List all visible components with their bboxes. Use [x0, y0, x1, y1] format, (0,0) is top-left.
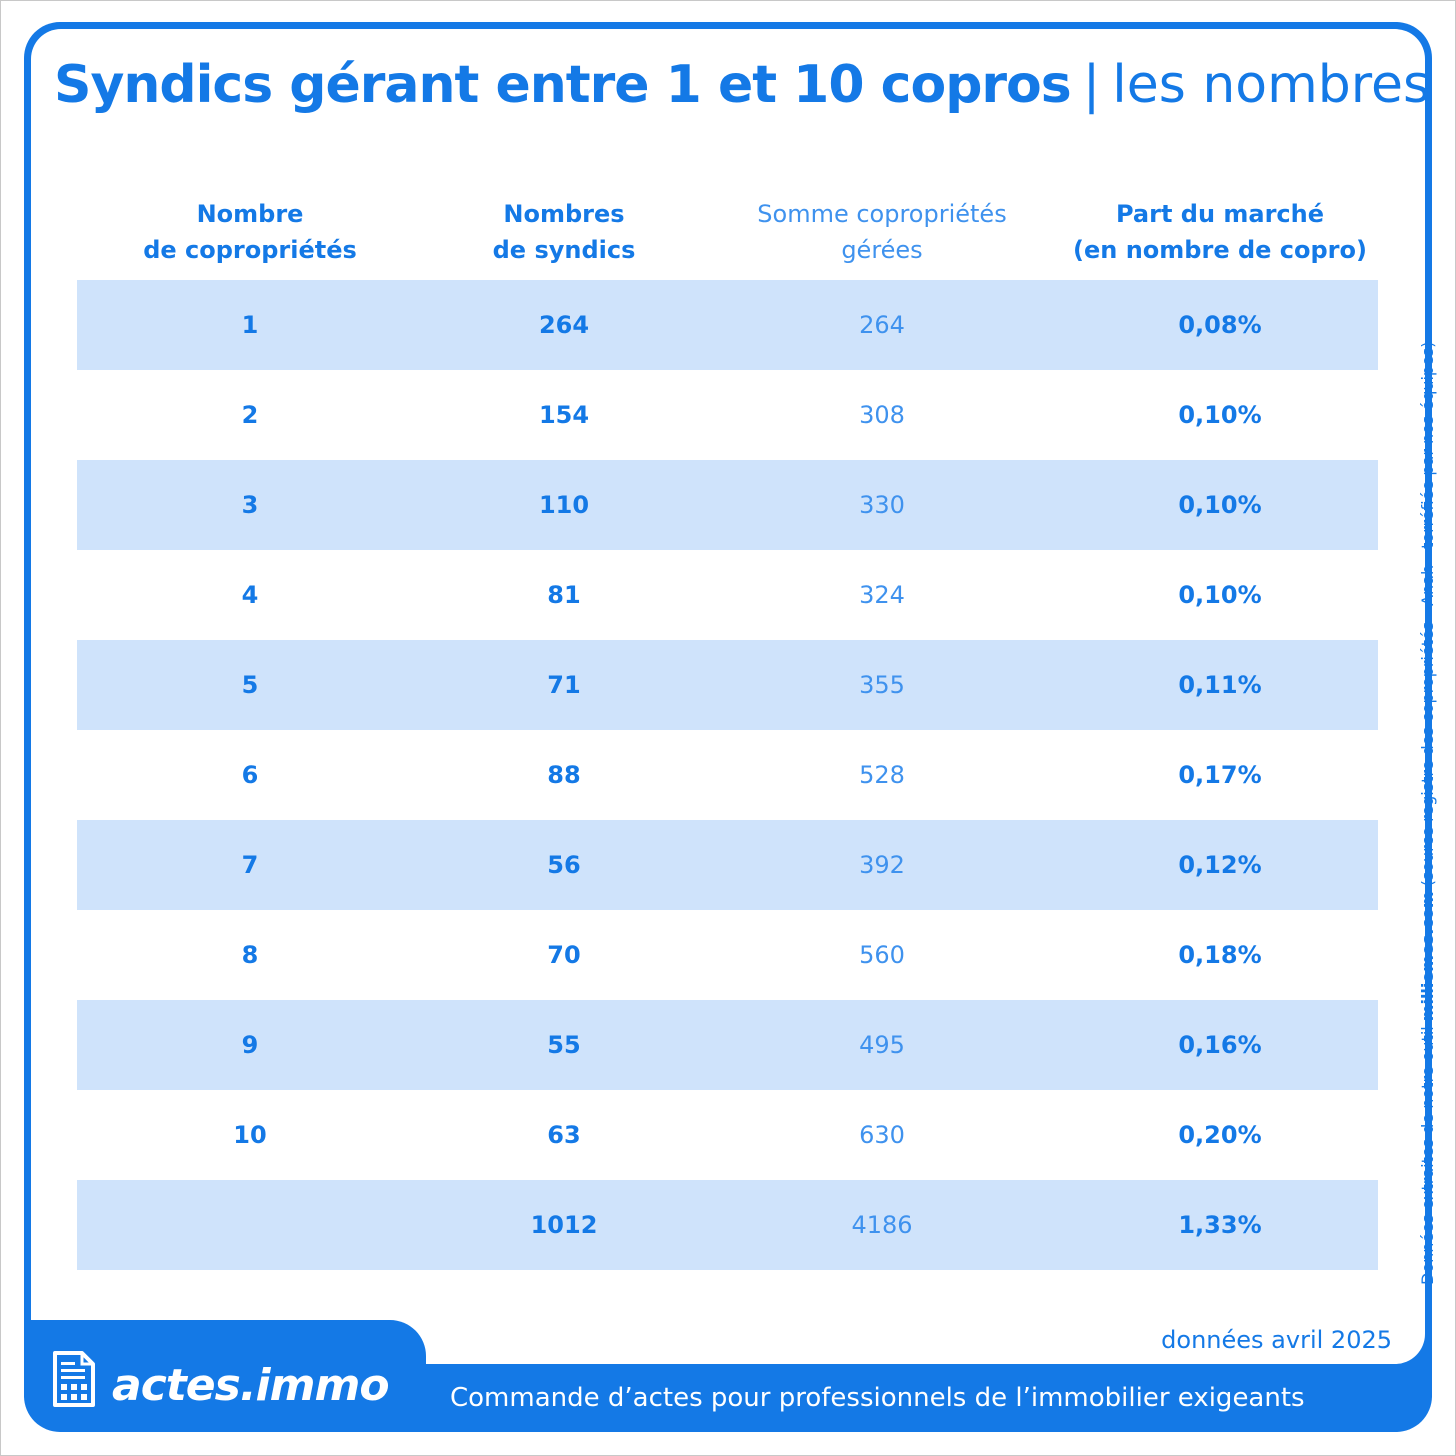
footer-logo-tab: [31, 1320, 426, 1380]
table-row: 10 63 630 0,20%: [77, 1090, 1378, 1180]
cell-nombre-copros: 5: [241, 671, 259, 699]
cell-somme-copros: 392: [859, 851, 905, 879]
data-date: données avril 2025: [1161, 1326, 1392, 1354]
cell-nombres-syndics: 71: [547, 671, 581, 699]
tagline: Commande d’actes pour professionnels de …: [450, 1383, 1305, 1413]
cell-nombres-syndics: 55: [547, 1031, 581, 1059]
title-secondary: les nombres: [1112, 55, 1431, 115]
table-row: 8 70 560 0,18%: [77, 910, 1378, 1000]
cell-somme-copros: 355: [859, 671, 905, 699]
cell-somme-copros: 528: [859, 761, 905, 789]
cell-nombres-syndics: 70: [547, 941, 581, 969]
table-total-row: 1012 4186 1,33%: [77, 1180, 1378, 1270]
column-header-somme-copros: Somme copropriétés gérées: [757, 200, 1007, 264]
page-title: Syndics gérant entre 1 et 10 copros | les …: [54, 50, 1430, 120]
cell-nombre-copros: 2: [241, 401, 259, 429]
table-row: 5 71 355 0,11%: [77, 640, 1378, 730]
column-header-nombres-syndics: Nombres de syndics: [492, 200, 636, 264]
cell-nombres-syndics: 264: [538, 311, 590, 339]
cell-part-marche: 0,18%: [1178, 941, 1262, 969]
cell-somme-copros: 308: [859, 401, 905, 429]
cell-part-marche: 0,20%: [1178, 1121, 1262, 1149]
cell-part-marche: 0,10%: [1178, 401, 1262, 429]
cell-part-marche: 0,16%: [1178, 1031, 1262, 1059]
cell-nombres-syndics: 110: [538, 491, 590, 519]
table-row: 4 81 324 0,10%: [77, 550, 1378, 640]
column-header-part-marche: Part du marché (en nombre de copro): [1073, 200, 1367, 264]
table-row: 3 110 330 0,10%: [77, 460, 1378, 550]
cell-somme-copros: 4186: [851, 1211, 913, 1239]
cell-somme-copros: 495: [859, 1031, 905, 1059]
data-table: 1 264 264 0,08% 2 154 308 0,10% 3 110 330 0,10% 4 81 3…: [77, 280, 1378, 1270]
cell-nombre-copros: 6: [241, 761, 259, 789]
cell-somme-copros: 560: [859, 941, 905, 969]
table-row: 7 56 392 0,12%: [77, 820, 1378, 910]
title-separator: |: [1082, 55, 1101, 115]
column-header-nombre-copros: Nombre de copropriétés: [143, 200, 357, 264]
cell-part-marche: 0,10%: [1178, 581, 1262, 609]
source-note-site: milliemes.com: [1418, 891, 1437, 1022]
document-building-icon: [53, 1351, 95, 1407]
cell-nombre-copros: 7: [241, 851, 259, 879]
cell-nombre-copros: 9: [241, 1031, 259, 1059]
cell-somme-copros: 264: [859, 311, 905, 339]
table-row: 1 264 264 0,08%: [77, 280, 1378, 370]
cell-nombre-copros: [100, 1180, 400, 1270]
cell-nombres-syndics: 56: [547, 851, 581, 879]
cell-nombres-syndics: 63: [547, 1121, 581, 1149]
cell-nombre-copros: 8: [241, 941, 259, 969]
cell-nombres-syndics: 88: [547, 761, 581, 789]
cell-part-marche: 0,11%: [1178, 671, 1262, 699]
source-note: Données extraites de notre outil milliem…: [1418, 341, 1438, 1285]
title-main: Syndics gérant entre 1 et 10 copros: [54, 55, 1072, 115]
cell-nombre-copros: 10: [233, 1121, 267, 1149]
cell-part-marche: 0,12%: [1178, 851, 1262, 879]
brand-logo-text: actes.immo: [112, 1360, 390, 1411]
table-row: 2 154 308 0,10%: [77, 370, 1378, 460]
cell-somme-copros: 630: [859, 1121, 905, 1149]
cell-nombres-syndics: 154: [538, 401, 590, 429]
cell-nombres-syndics: 81: [547, 581, 581, 609]
cell-part-marche: 1,33%: [1178, 1211, 1262, 1239]
table-row: 9 55 495 0,16%: [77, 1000, 1378, 1090]
cell-somme-copros: 324: [859, 581, 905, 609]
cell-part-marche: 0,17%: [1178, 761, 1262, 789]
cell-nombre-copros: 4: [241, 581, 259, 609]
source-note-prefix: Données extraites de notre outil: [1418, 1021, 1437, 1285]
cell-somme-copros: 330: [859, 491, 905, 519]
cell-nombre-copros: 1: [241, 311, 259, 339]
cell-nombre-copros: 3: [241, 491, 259, 519]
cell-part-marche: 0,08%: [1178, 311, 1262, 339]
table-row: 6 88 528 0,17%: [77, 730, 1378, 820]
cell-part-marche: 0,10%: [1178, 491, 1262, 519]
cell-nombres-syndics: 1012: [530, 1211, 598, 1239]
source-note-suffix: (source registre des copropriétés - Anah…: [1418, 341, 1437, 892]
